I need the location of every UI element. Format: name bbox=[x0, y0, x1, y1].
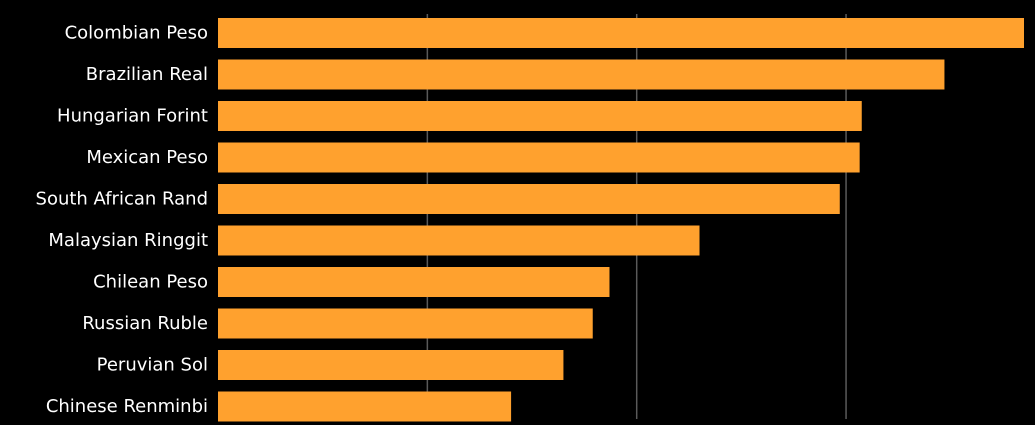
bar-mexican-peso bbox=[218, 142, 860, 173]
bar-malaysian-ringgit bbox=[218, 225, 700, 256]
bar-brazilian-real bbox=[218, 59, 945, 90]
bar-hungarian-forint bbox=[218, 101, 862, 131]
bar-chinese-renminbi bbox=[218, 391, 512, 422]
category-label-colombian-peso: Colombian Peso bbox=[65, 23, 208, 44]
category-label-malaysian-ringgit: Malaysian Ringgit bbox=[48, 230, 208, 251]
category-label-brazilian-real: Brazilian Real bbox=[86, 64, 208, 85]
category-label-peruvian-sol: Peruvian Sol bbox=[97, 355, 208, 376]
bars bbox=[218, 18, 1024, 422]
bar-south-african-rand bbox=[218, 184, 840, 214]
bar-chilean-peso bbox=[218, 267, 610, 297]
category-label-chilean-peso: Chilean Peso bbox=[93, 272, 208, 293]
bar-colombian-peso bbox=[218, 18, 1024, 48]
bar-peruvian-sol bbox=[218, 350, 564, 380]
category-label-russian-ruble: Russian Ruble bbox=[82, 313, 208, 334]
category-label-mexican-peso: Mexican Peso bbox=[86, 147, 208, 168]
bar-russian-ruble bbox=[218, 308, 593, 339]
category-label-hungarian-forint: Hungarian Forint bbox=[57, 106, 208, 127]
category-label-south-african-rand: South African Rand bbox=[36, 189, 208, 210]
category-label-chinese-renminbi: Chinese Renminbi bbox=[46, 396, 208, 417]
category-labels: Colombian Peso Brazilian Real Hungarian Fo… bbox=[36, 23, 208, 418]
